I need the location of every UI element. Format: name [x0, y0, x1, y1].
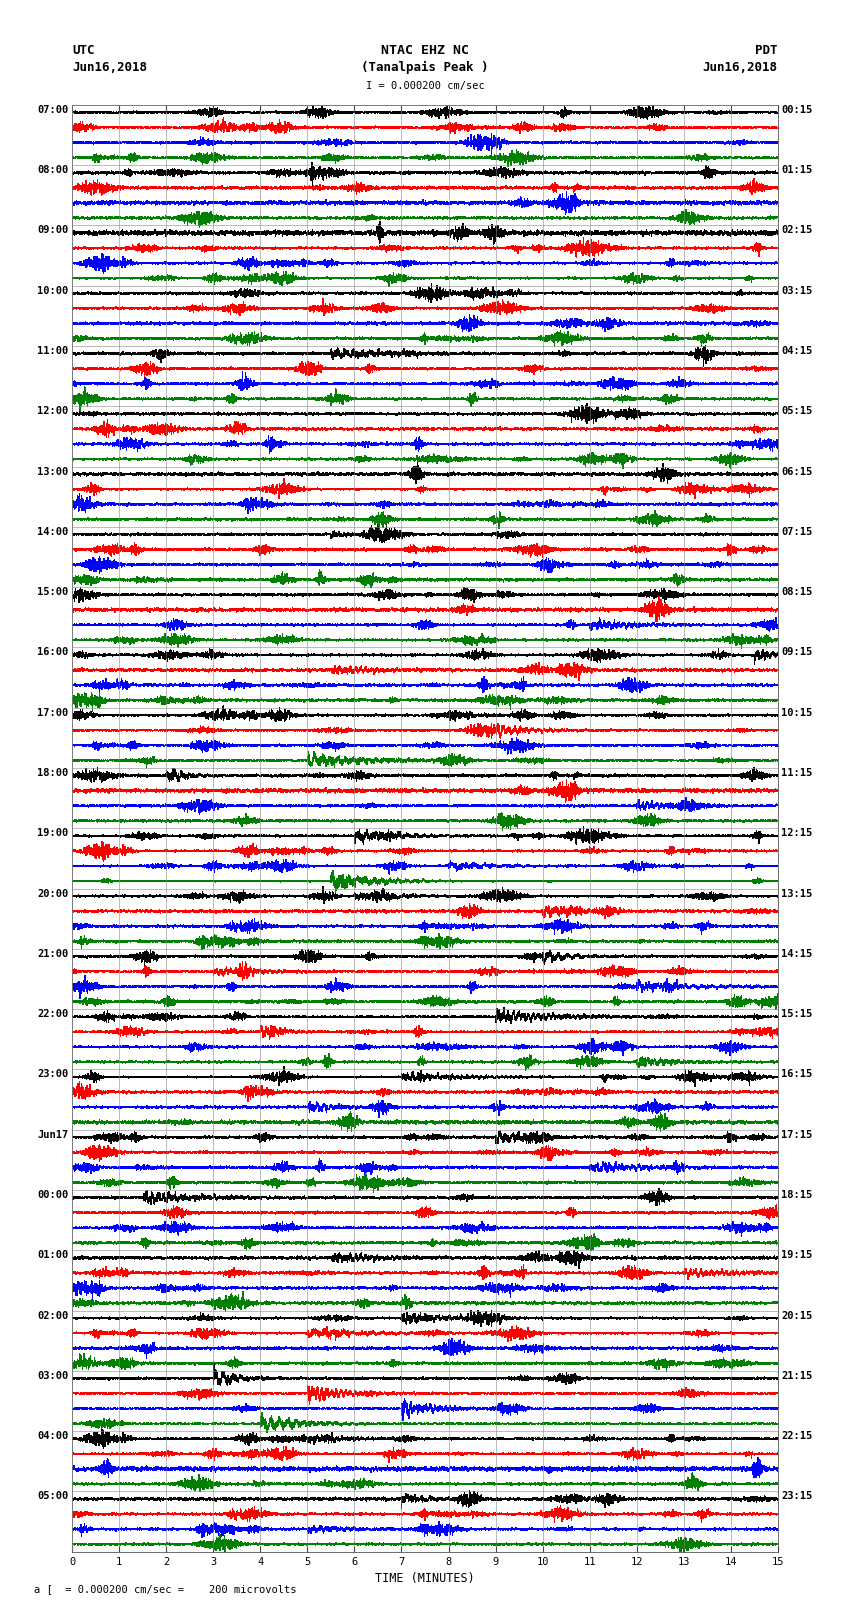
Text: 23:15: 23:15	[781, 1492, 813, 1502]
Text: 15:00: 15:00	[37, 587, 69, 597]
Text: 07:00: 07:00	[37, 105, 69, 115]
Text: 08:00: 08:00	[37, 165, 69, 176]
Text: 19:15: 19:15	[781, 1250, 813, 1260]
X-axis label: TIME (MINUTES): TIME (MINUTES)	[375, 1573, 475, 1586]
Text: 02:15: 02:15	[781, 226, 813, 235]
Text: 04:00: 04:00	[37, 1431, 69, 1440]
Text: 08:15: 08:15	[781, 587, 813, 597]
Text: 07:15: 07:15	[781, 527, 813, 537]
Text: 12:15: 12:15	[781, 829, 813, 839]
Text: 22:00: 22:00	[37, 1010, 69, 1019]
Text: 14:00: 14:00	[37, 527, 69, 537]
Text: 04:15: 04:15	[781, 347, 813, 356]
Text: 16:15: 16:15	[781, 1069, 813, 1079]
Text: 22:15: 22:15	[781, 1431, 813, 1440]
Text: 00:00: 00:00	[37, 1190, 69, 1200]
Text: Jun17: Jun17	[37, 1129, 69, 1140]
Text: 16:00: 16:00	[37, 647, 69, 658]
Text: 19:00: 19:00	[37, 829, 69, 839]
Text: 21:15: 21:15	[781, 1371, 813, 1381]
Text: Jun16,2018: Jun16,2018	[703, 61, 778, 74]
Text: 09:15: 09:15	[781, 647, 813, 658]
Text: 11:15: 11:15	[781, 768, 813, 777]
Text: 14:15: 14:15	[781, 948, 813, 958]
Text: a [  = 0.000200 cm/sec =    200 microvolts: a [ = 0.000200 cm/sec = 200 microvolts	[34, 1584, 297, 1594]
Text: 15:15: 15:15	[781, 1010, 813, 1019]
Text: 18:15: 18:15	[781, 1190, 813, 1200]
Text: 21:00: 21:00	[37, 948, 69, 958]
Text: 13:00: 13:00	[37, 466, 69, 476]
Text: 00:15: 00:15	[781, 105, 813, 115]
Text: 01:00: 01:00	[37, 1250, 69, 1260]
Text: 13:15: 13:15	[781, 889, 813, 898]
Text: 11:00: 11:00	[37, 347, 69, 356]
Text: (Tanalpais Peak ): (Tanalpais Peak )	[361, 61, 489, 74]
Text: 01:15: 01:15	[781, 165, 813, 176]
Text: 20:00: 20:00	[37, 889, 69, 898]
Text: 10:15: 10:15	[781, 708, 813, 718]
Text: 05:15: 05:15	[781, 406, 813, 416]
Text: 23:00: 23:00	[37, 1069, 69, 1079]
Text: 02:00: 02:00	[37, 1310, 69, 1321]
Text: 10:00: 10:00	[37, 286, 69, 295]
Text: 12:00: 12:00	[37, 406, 69, 416]
Text: 20:15: 20:15	[781, 1310, 813, 1321]
Text: PDT: PDT	[756, 44, 778, 58]
Text: 17:00: 17:00	[37, 708, 69, 718]
Text: 09:00: 09:00	[37, 226, 69, 235]
Text: UTC: UTC	[72, 44, 94, 58]
Text: NTAC EHZ NC: NTAC EHZ NC	[381, 44, 469, 58]
Text: 17:15: 17:15	[781, 1129, 813, 1140]
Text: Jun16,2018: Jun16,2018	[72, 61, 147, 74]
Text: 03:00: 03:00	[37, 1371, 69, 1381]
Text: 06:15: 06:15	[781, 466, 813, 476]
Text: I = 0.000200 cm/sec: I = 0.000200 cm/sec	[366, 81, 484, 90]
Text: 05:00: 05:00	[37, 1492, 69, 1502]
Text: 18:00: 18:00	[37, 768, 69, 777]
Text: 03:15: 03:15	[781, 286, 813, 295]
